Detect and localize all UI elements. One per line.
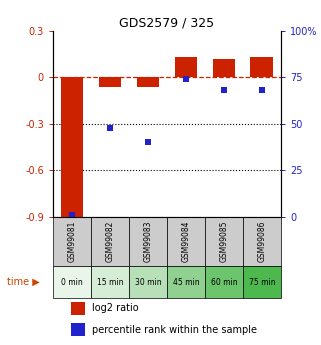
Text: GSM99081: GSM99081 xyxy=(67,221,76,262)
Bar xyxy=(205,217,243,266)
Text: percentile rank within the sample: percentile rank within the sample xyxy=(92,325,257,335)
Text: 30 min: 30 min xyxy=(134,278,161,287)
Bar xyxy=(129,266,167,298)
Text: 45 min: 45 min xyxy=(173,278,199,287)
Text: GSM99082: GSM99082 xyxy=(105,221,115,262)
Text: log2 ratio: log2 ratio xyxy=(92,303,138,313)
Text: 15 min: 15 min xyxy=(97,278,123,287)
Bar xyxy=(243,217,281,266)
Point xyxy=(145,140,151,145)
Point xyxy=(107,125,113,130)
Text: 60 min: 60 min xyxy=(211,278,237,287)
Bar xyxy=(61,78,83,217)
Bar xyxy=(53,217,91,266)
Bar xyxy=(243,266,281,298)
Bar xyxy=(71,323,85,336)
Text: GSM99083: GSM99083 xyxy=(143,221,152,262)
Bar xyxy=(213,59,235,78)
Text: 0 min: 0 min xyxy=(61,278,83,287)
Text: time ▶: time ▶ xyxy=(7,277,40,287)
Bar xyxy=(167,266,205,298)
Bar xyxy=(167,217,205,266)
Point xyxy=(259,88,265,93)
Title: GDS2579 / 325: GDS2579 / 325 xyxy=(119,17,214,30)
Bar xyxy=(136,78,159,87)
Bar xyxy=(205,266,243,298)
Bar xyxy=(99,78,121,87)
Bar xyxy=(91,217,129,266)
Point xyxy=(183,77,188,82)
Text: GSM99086: GSM99086 xyxy=(257,221,266,262)
Bar xyxy=(91,266,129,298)
Bar xyxy=(250,57,273,78)
Point xyxy=(221,88,227,93)
Text: GSM99085: GSM99085 xyxy=(219,221,229,262)
Text: GSM99084: GSM99084 xyxy=(181,221,190,262)
Bar xyxy=(53,266,91,298)
Bar xyxy=(71,302,85,315)
Point xyxy=(69,212,74,218)
Text: 75 min: 75 min xyxy=(248,278,275,287)
Bar xyxy=(175,57,197,78)
Bar xyxy=(129,217,167,266)
